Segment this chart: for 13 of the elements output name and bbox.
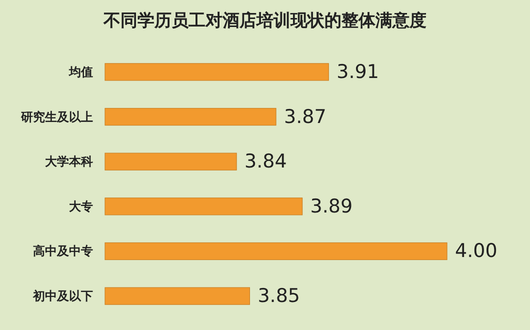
chart-title: 不同学历员工对酒店培训现状的整体满意度 [102,11,426,31]
y-tick-label: 研究生及以上 [20,110,93,124]
data-label: 4.00 [455,240,498,262]
data-label: 3.87 [284,106,326,128]
y-tick-label: 初中及以下 [32,289,93,304]
y-tick-label: 大专 [69,199,93,214]
data-label: 3.89 [310,195,353,218]
y-tick-label: 大学本科 [45,154,93,169]
y-tick-label: 高中及中专 [33,244,93,258]
y-tick-label: 均值 [68,64,93,79]
data-label: 3.84 [244,150,287,173]
data-label: 3.85 [258,285,300,308]
data-label: 3.91 [336,60,379,83]
